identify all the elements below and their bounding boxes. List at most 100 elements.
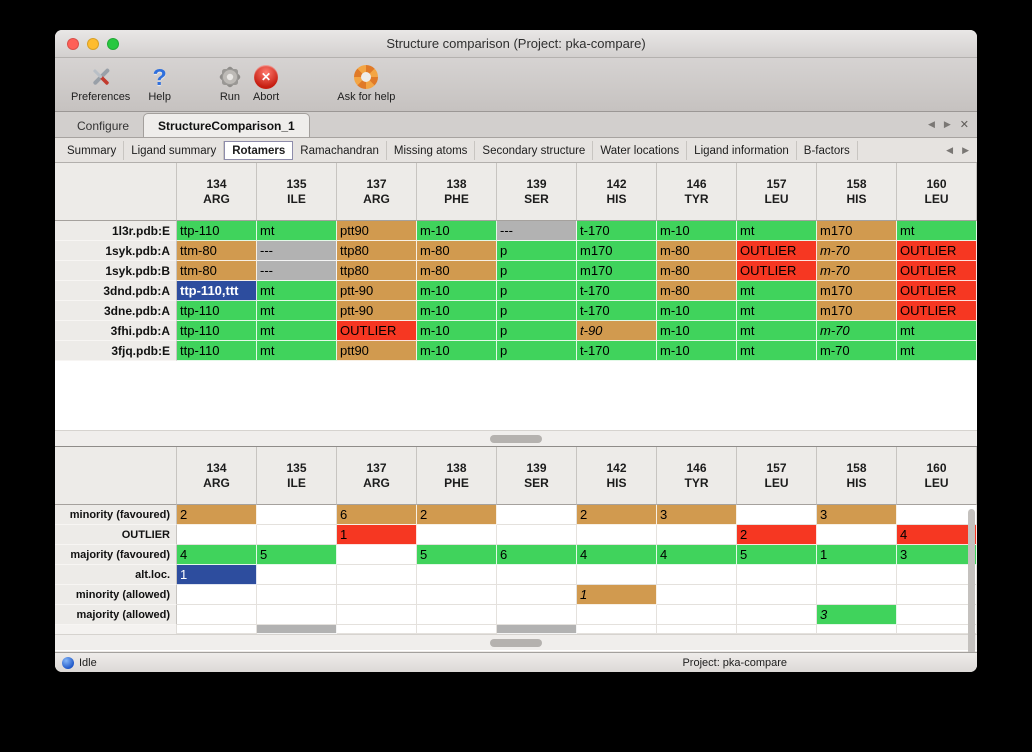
cell[interactable]: mt	[257, 341, 337, 361]
cell[interactable]	[337, 585, 417, 605]
cell[interactable]: 2	[577, 505, 657, 525]
cell[interactable]	[497, 565, 577, 585]
cell[interactable]	[177, 585, 257, 605]
cell[interactable]: 1	[577, 585, 657, 605]
cell[interactable]: ttp-110	[177, 221, 257, 241]
cell[interactable]	[497, 625, 577, 634]
cell[interactable]	[897, 505, 977, 525]
cell[interactable]	[257, 565, 337, 585]
row-label-3dne-pdb-a[interactable]: 3dne.pdb:A	[55, 301, 177, 321]
cell[interactable]: m-70	[817, 241, 897, 261]
cell[interactable]: ttm-80	[177, 241, 257, 261]
cell[interactable]: ptt-90	[337, 281, 417, 301]
cell[interactable]	[497, 505, 577, 525]
subtab-b-factors[interactable]: B-factors	[797, 140, 858, 160]
cell[interactable]: ttm-80	[177, 261, 257, 281]
cell[interactable]: t-170	[577, 341, 657, 361]
cell[interactable]: ttp-110	[177, 321, 257, 341]
horizontal-scrollbar-thumb[interactable]	[490, 639, 542, 647]
subtab-ramachandran[interactable]: Ramachandran	[293, 140, 387, 160]
close-window-button[interactable]	[67, 37, 79, 50]
cell[interactable]: m-10	[417, 321, 497, 341]
cell[interactable]: p	[497, 341, 577, 361]
cell[interactable]	[337, 565, 417, 585]
cell[interactable]	[577, 525, 657, 545]
cell[interactable]	[817, 585, 897, 605]
column-header-138[interactable]: 138 PHE	[417, 163, 497, 221]
cell[interactable]	[897, 585, 977, 605]
cell[interactable]: m-10	[417, 301, 497, 321]
horizontal-scrollbar-thumb[interactable]	[490, 435, 542, 443]
cell[interactable]	[737, 605, 817, 625]
row-label-minority-favoured[interactable]: minority (favoured)	[55, 505, 177, 525]
column-header-160[interactable]: 160 LEU	[897, 447, 977, 505]
cell[interactable]: OUTLIER	[337, 321, 417, 341]
row-label-3fjq-pdb-e[interactable]: 3fjq.pdb:E	[55, 341, 177, 361]
cell[interactable]	[257, 585, 337, 605]
column-header-134[interactable]: 134 ARG	[177, 163, 257, 221]
cell[interactable]	[417, 525, 497, 545]
cell[interactable]	[737, 585, 817, 605]
subtab-summary[interactable]: Summary	[60, 140, 125, 160]
column-header-146[interactable]: 146 TYR	[657, 163, 737, 221]
horizontal-scrollbar-track[interactable]	[55, 634, 977, 650]
cell[interactable]: 4	[177, 545, 257, 565]
cell[interactable]: m170	[577, 261, 657, 281]
cell[interactable]: mt	[737, 221, 817, 241]
cell[interactable]: OUTLIER	[737, 241, 817, 261]
cell[interactable]	[657, 525, 737, 545]
subtab-scroll-right-icon[interactable]: ▶	[962, 144, 969, 155]
cell[interactable]: m-80	[657, 241, 737, 261]
cell[interactable]	[897, 565, 977, 585]
cell[interactable]: mt	[897, 221, 977, 241]
preferences-button[interactable]: Preferences	[71, 61, 130, 103]
cell[interactable]	[737, 565, 817, 585]
cell[interactable]	[577, 625, 657, 634]
cell[interactable]: 3	[817, 605, 897, 625]
row-label-3fhi-pdb-a[interactable]: 3fhi.pdb:A	[55, 321, 177, 341]
column-header-157[interactable]: 157 LEU	[737, 163, 817, 221]
cell[interactable]: ptt-90	[337, 301, 417, 321]
zoom-window-button[interactable]	[107, 37, 119, 50]
cell[interactable]	[817, 565, 897, 585]
cell[interactable]: 4	[577, 545, 657, 565]
cell[interactable]: t-170	[577, 301, 657, 321]
minimize-window-button[interactable]	[87, 37, 99, 50]
cell[interactable]	[497, 585, 577, 605]
cell[interactable]	[257, 605, 337, 625]
cell[interactable]: OUTLIER	[897, 261, 977, 281]
cell[interactable]: mt	[897, 341, 977, 361]
cell[interactable]: 6	[497, 545, 577, 565]
row-label-3dnd-pdb-a[interactable]: 3dnd.pdb:A	[55, 281, 177, 301]
column-header-139[interactable]: 139 SER	[497, 447, 577, 505]
row-label-1l3r-pdb-e[interactable]: 1l3r.pdb:E	[55, 221, 177, 241]
abort-button[interactable]: ✕ Abort	[253, 61, 279, 103]
cell[interactable]: 1	[337, 525, 417, 545]
cell[interactable]: mt	[737, 301, 817, 321]
cell[interactable]: p	[497, 321, 577, 341]
cell[interactable]	[657, 625, 737, 634]
cell[interactable]	[417, 625, 497, 634]
cell[interactable]	[577, 565, 657, 585]
cell[interactable]: m170	[817, 221, 897, 241]
cell[interactable]: ---	[497, 221, 577, 241]
column-header-139[interactable]: 139 SER	[497, 163, 577, 221]
cell[interactable]: 5	[737, 545, 817, 565]
cell[interactable]: m-80	[417, 241, 497, 261]
column-header-160[interactable]: 160 LEU	[897, 163, 977, 221]
cell[interactable]: p	[497, 301, 577, 321]
cell[interactable]: mt	[257, 321, 337, 341]
cell[interactable]: mt	[257, 301, 337, 321]
cell[interactable]	[417, 565, 497, 585]
cell[interactable]: mt	[257, 281, 337, 301]
subtab-secondary-structure[interactable]: Secondary structure	[475, 140, 594, 160]
cell[interactable]	[817, 525, 897, 545]
row-label-majority-allowed[interactable]: majority (allowed)	[55, 605, 177, 625]
cell[interactable]	[177, 625, 257, 634]
column-header-138[interactable]: 138 PHE	[417, 447, 497, 505]
cell[interactable]	[257, 625, 337, 634]
cell[interactable]: OUTLIER	[897, 301, 977, 321]
column-header-137[interactable]: 137 ARG	[337, 163, 417, 221]
cell[interactable]: mt	[257, 221, 337, 241]
column-header-142[interactable]: 142 HIS	[577, 447, 657, 505]
